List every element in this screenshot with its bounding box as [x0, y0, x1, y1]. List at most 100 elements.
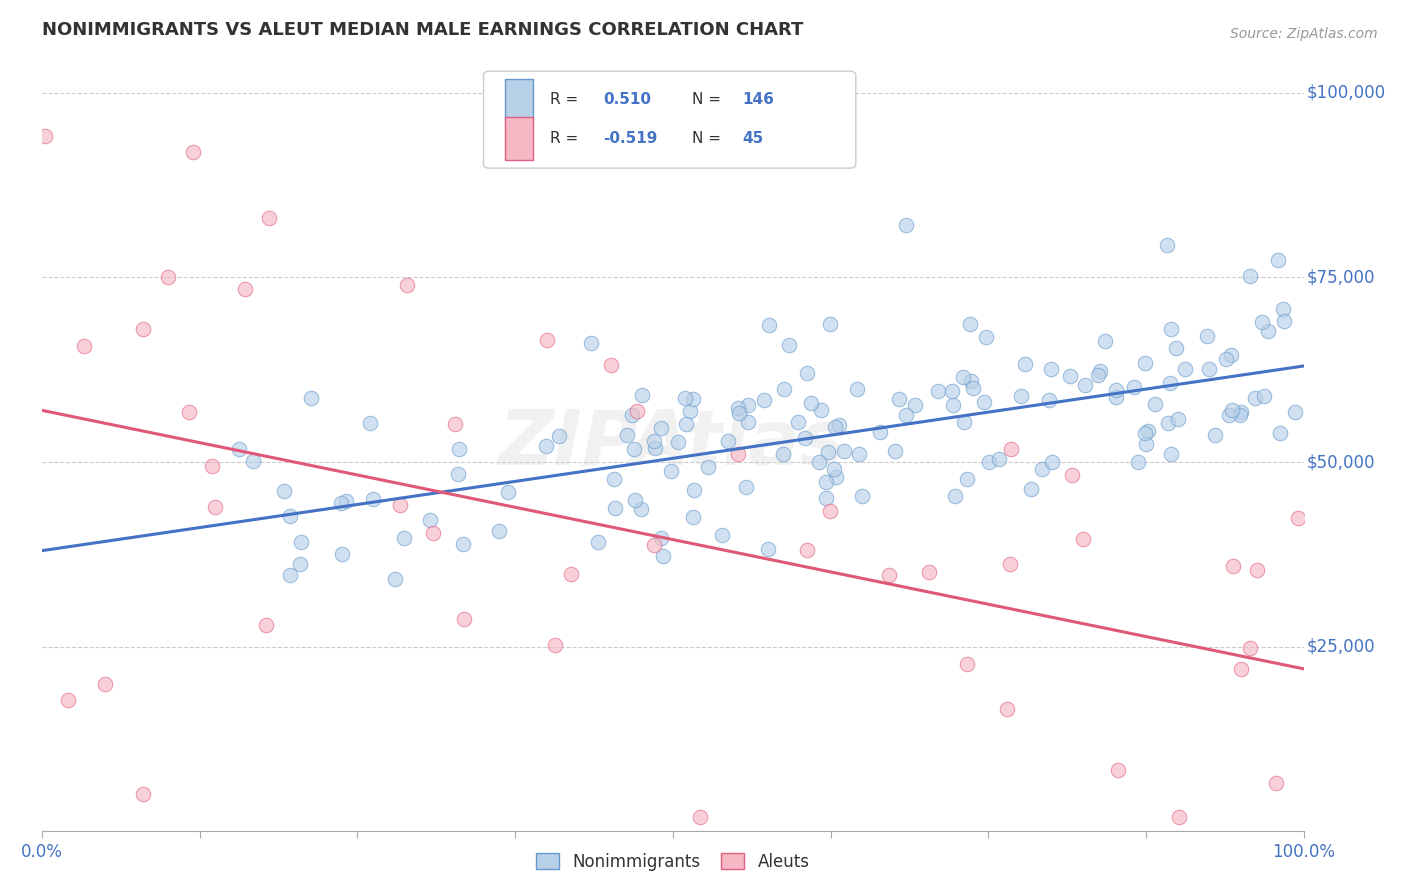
Point: [1272, 314, 1295, 328]
Point: [734, 480, 756, 494]
Point: [620, 408, 643, 422]
Point: [1167, 810, 1189, 824]
Point: [1222, 558, 1244, 573]
Point: [1198, 361, 1220, 376]
Point: [710, 527, 733, 541]
Text: 45: 45: [742, 131, 763, 146]
Text: R =: R =: [550, 131, 583, 146]
Point: [959, 317, 981, 331]
Point: [1164, 341, 1187, 355]
Point: [1215, 351, 1237, 366]
Point: [359, 416, 381, 430]
Point: [34, 128, 56, 143]
Point: [877, 568, 900, 582]
Point: [447, 467, 470, 482]
Point: [1038, 392, 1060, 407]
Point: [756, 542, 779, 557]
Point: [917, 565, 939, 579]
Point: [848, 447, 870, 461]
Point: [335, 494, 357, 508]
Text: N =: N =: [692, 93, 725, 107]
Point: [666, 435, 689, 450]
Point: [624, 493, 647, 508]
Point: [1090, 364, 1112, 378]
Point: [828, 417, 851, 432]
Point: [384, 572, 406, 586]
Point: [1230, 405, 1253, 419]
FancyBboxPatch shape: [505, 118, 533, 160]
Point: [889, 392, 911, 406]
Point: [1267, 253, 1289, 268]
Point: [396, 278, 419, 293]
Point: [953, 415, 976, 429]
Point: [1133, 425, 1156, 440]
Text: $25,000: $25,000: [1306, 638, 1375, 656]
Point: [973, 394, 995, 409]
Point: [1094, 334, 1116, 348]
Point: [737, 416, 759, 430]
Point: [1257, 324, 1279, 338]
Point: [488, 524, 510, 538]
Point: [1040, 362, 1063, 376]
Point: [132, 788, 155, 802]
Point: [419, 513, 441, 527]
Point: [773, 382, 796, 396]
Point: [1204, 427, 1226, 442]
Point: [650, 532, 672, 546]
Point: [1197, 329, 1219, 343]
Point: [1250, 315, 1272, 329]
Point: [717, 434, 740, 448]
Point: [1219, 348, 1241, 362]
Point: [659, 464, 682, 478]
Point: [56, 693, 79, 707]
Point: [278, 509, 301, 524]
Point: [181, 145, 204, 159]
Point: [1010, 389, 1032, 403]
Point: [1000, 557, 1022, 571]
Point: [727, 401, 749, 415]
Point: [679, 404, 702, 418]
Point: [807, 455, 830, 469]
Point: [1021, 482, 1043, 496]
Point: [1229, 409, 1251, 423]
Point: [689, 810, 711, 824]
Point: [602, 471, 624, 485]
Point: [737, 398, 759, 412]
Point: [644, 441, 666, 455]
Point: [453, 611, 475, 625]
Point: [544, 638, 567, 652]
Point: [652, 549, 675, 564]
Point: [1239, 268, 1261, 283]
Point: [995, 702, 1018, 716]
Point: [631, 388, 654, 402]
Point: [1136, 424, 1159, 438]
Point: [1246, 562, 1268, 576]
Point: [851, 489, 873, 503]
Point: [603, 500, 626, 515]
Point: [1230, 662, 1253, 676]
Point: [600, 359, 623, 373]
Point: [1107, 764, 1129, 778]
Point: [94, 676, 117, 690]
Point: [132, 322, 155, 336]
Point: [1239, 640, 1261, 655]
Point: [927, 384, 949, 398]
Point: [1087, 368, 1109, 383]
Text: 146: 146: [742, 93, 775, 107]
Point: [832, 443, 855, 458]
Point: [758, 318, 780, 332]
Point: [1160, 322, 1182, 336]
Point: [361, 492, 384, 507]
Point: [588, 534, 610, 549]
Point: [1160, 447, 1182, 461]
FancyBboxPatch shape: [505, 78, 533, 121]
Text: $100,000: $100,000: [1306, 84, 1385, 102]
Point: [254, 618, 277, 632]
Point: [1286, 510, 1309, 524]
Point: [330, 496, 353, 510]
Point: [301, 391, 323, 405]
Point: [814, 475, 837, 489]
Point: [772, 448, 794, 462]
Point: [869, 425, 891, 439]
Point: [1268, 426, 1291, 441]
